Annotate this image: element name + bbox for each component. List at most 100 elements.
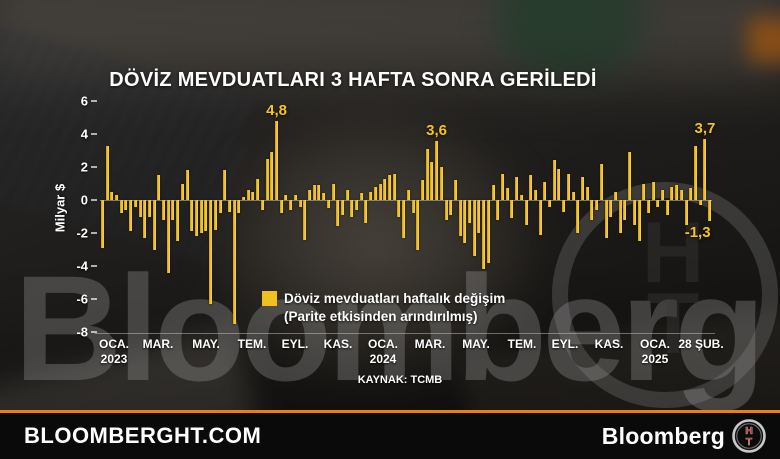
bar	[585, 186, 589, 200]
bar	[289, 200, 293, 210]
x-tick-label: MAY.	[192, 337, 220, 351]
bar	[275, 120, 279, 200]
bar	[232, 200, 236, 324]
legend-swatch-icon	[262, 291, 277, 306]
svg-text:T: T	[746, 436, 753, 448]
bar-value-label: -1,3	[684, 224, 711, 242]
y-tick-dash	[91, 331, 97, 333]
bar	[227, 200, 231, 212]
bar	[369, 191, 373, 201]
bar	[256, 178, 260, 200]
bloomberg-logo-text: Bloomberg	[601, 422, 725, 449]
bar	[538, 200, 542, 235]
bar	[566, 173, 570, 200]
bar	[180, 183, 184, 200]
bar	[246, 190, 250, 200]
bar	[632, 200, 636, 225]
legend-line-2: (Parite etkisinden arındırılmış)	[284, 309, 478, 324]
bar	[326, 200, 330, 209]
y-tick-label: -2	[76, 225, 88, 241]
bar	[529, 175, 533, 201]
bar	[237, 200, 241, 214]
bar	[562, 200, 566, 212]
x-tick-sublabel: 2024	[369, 352, 397, 366]
bar	[397, 200, 401, 217]
bar	[411, 200, 415, 214]
bar	[524, 200, 528, 225]
x-tick-label: TEM.	[507, 337, 537, 351]
bar	[242, 196, 246, 200]
bar	[571, 191, 575, 201]
x-tick-label: MAR.	[414, 337, 446, 351]
bar	[458, 200, 462, 237]
bar	[331, 183, 335, 200]
y-tick-dash	[91, 133, 97, 135]
bar	[176, 200, 180, 242]
bar	[670, 186, 674, 200]
bar	[444, 200, 448, 220]
bar	[298, 200, 302, 207]
bar	[406, 190, 410, 200]
bar	[548, 200, 552, 207]
bar	[463, 200, 467, 243]
footer-site-label: BLOOMBERGHT.COM	[24, 423, 262, 448]
bar	[486, 200, 490, 263]
y-tick-label: 2	[80, 159, 88, 175]
bar	[119, 200, 123, 214]
bar	[665, 200, 669, 215]
legend: Döviz mevduatları haftalık değişim (Pari…	[262, 290, 505, 326]
bar-value-label: 4,8	[266, 101, 287, 119]
bar	[364, 200, 368, 224]
bar	[453, 180, 457, 200]
x-tick-sublabel: 2023	[100, 352, 128, 366]
bar	[557, 168, 561, 200]
bar	[675, 185, 679, 200]
bar	[378, 183, 382, 200]
bar	[345, 190, 349, 200]
bar	[312, 185, 316, 200]
y-tick-label: -4	[76, 258, 88, 274]
x-tick-label: EYL.	[281, 337, 309, 351]
bar	[552, 160, 556, 200]
bar	[293, 195, 297, 201]
bar	[350, 200, 354, 217]
bar	[322, 193, 326, 200]
x-tick-label: OCA. 2024	[368, 337, 398, 366]
bar	[185, 170, 189, 200]
bar	[581, 176, 585, 200]
bar	[223, 170, 227, 200]
x-tick-label: TEM.	[237, 337, 267, 351]
footer-bar: BLOOMBERGHT.COM Bloomberg H T	[0, 410, 780, 459]
bar	[105, 145, 109, 200]
y-tick-dash	[91, 265, 97, 267]
bar	[359, 193, 363, 200]
bar	[425, 148, 429, 200]
bar	[209, 200, 213, 304]
bar	[623, 200, 627, 220]
bar	[373, 186, 377, 200]
x-tick-label: KAS.	[323, 337, 353, 351]
bar	[449, 200, 453, 215]
bar	[251, 191, 255, 201]
bar	[195, 200, 199, 237]
x-tick-label: OCA. 2023	[99, 337, 129, 366]
x-tick-sublabel: 2025	[641, 352, 669, 366]
bar	[482, 200, 486, 270]
bar	[613, 191, 617, 201]
y-tick-dash	[91, 298, 97, 300]
bar	[543, 181, 547, 200]
bar	[679, 190, 683, 200]
x-tick-label: MAR.	[142, 337, 174, 351]
bar	[166, 200, 170, 273]
bar	[694, 145, 698, 200]
bar	[138, 200, 142, 217]
bar	[317, 185, 321, 200]
bar	[355, 200, 359, 210]
bar	[656, 200, 660, 207]
bar	[190, 200, 194, 232]
y-tick-label: 4	[80, 126, 88, 142]
bar	[505, 188, 509, 200]
bar	[383, 178, 387, 200]
bar	[439, 167, 443, 200]
